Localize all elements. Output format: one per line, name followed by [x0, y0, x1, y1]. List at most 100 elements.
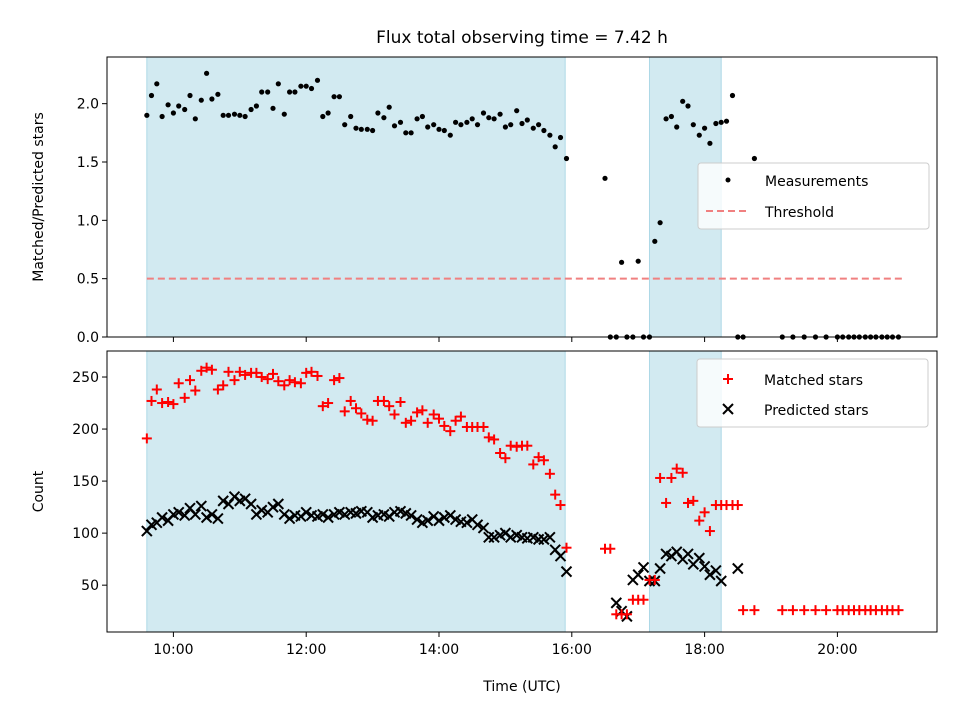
- measurement-point: [685, 103, 691, 109]
- matched-star-point: [284, 375, 295, 386]
- matched-star-point: [218, 380, 229, 391]
- legend-label-matched: Matched stars: [764, 373, 863, 389]
- measurement-point: [314, 77, 321, 83]
- measurement-point: [464, 119, 470, 125]
- matched-star-point: [185, 375, 195, 386]
- measurement-point: [480, 110, 487, 116]
- matched-star-point: [412, 407, 423, 418]
- measurement-point: [674, 124, 680, 130]
- predicted-star-point: [411, 513, 423, 526]
- matched-star-point: [229, 375, 240, 386]
- shaded-interval-1: [146, 56, 566, 338]
- measurement-point: [657, 220, 663, 226]
- matched-star-point: [268, 368, 278, 379]
- matched-star-point: [301, 367, 312, 378]
- matched-star-point: [677, 467, 688, 478]
- measurement-point: [619, 259, 625, 265]
- measurement-point: [408, 130, 414, 136]
- measurement-point: [192, 116, 198, 122]
- matched-star-point: [683, 497, 693, 508]
- measurement-point: [259, 89, 265, 95]
- measurement-point: [458, 122, 464, 128]
- measurement-point: [702, 125, 708, 131]
- measurement-point: [220, 112, 226, 118]
- matched-star-point: [295, 378, 306, 389]
- predicted-star-point: [710, 564, 722, 577]
- measurement-point: [353, 125, 359, 131]
- matched-star-point: [704, 526, 715, 537]
- x-tick-label: 20:00: [817, 642, 857, 658]
- matched-star-point: [173, 378, 184, 389]
- matched-star-point: [638, 594, 649, 605]
- measurement-point: [237, 112, 243, 118]
- predicted-star-point: [267, 501, 279, 513]
- predicted-star-point: [698, 560, 711, 573]
- matched-star-point: [661, 497, 672, 508]
- shaded-interval-1: [146, 350, 566, 633]
- measurement-point: [348, 113, 354, 120]
- legend-label-threshold: Threshold: [764, 205, 834, 221]
- measurement-point: [397, 119, 404, 125]
- predicted-star-point: [300, 506, 312, 519]
- measurement-point: [336, 94, 342, 100]
- matched-stars-series: [141, 362, 904, 620]
- measurement-point: [547, 132, 553, 138]
- top-x-ticks: [172, 337, 838, 342]
- predicted-star-point: [200, 511, 213, 524]
- measurement-point: [386, 104, 392, 110]
- measurement-point: [148, 92, 155, 99]
- measurement-point: [652, 238, 658, 244]
- top-shaded-intervals: [146, 56, 722, 338]
- matched-star-point: [201, 362, 212, 373]
- measurement-point: [541, 127, 547, 134]
- matched-star-point: [351, 403, 361, 414]
- bottom-shaded-intervals: [146, 350, 722, 633]
- measurement-point: [557, 134, 564, 141]
- predicted-stars-series: [141, 490, 744, 623]
- y-tick-label: 0.0: [77, 330, 99, 346]
- predicted-star-point: [173, 506, 185, 519]
- measurement-point: [187, 92, 193, 99]
- y-tick-label: 100: [72, 526, 99, 542]
- measurement-point: [215, 91, 221, 97]
- matched-star-point: [389, 409, 400, 420]
- matched-star-point: [483, 432, 494, 443]
- matched-star-point: [289, 377, 300, 388]
- predicted-star-point: [654, 562, 666, 575]
- measurement-point: [209, 96, 215, 102]
- top-y-axis-label: Matched/Predicted stars: [31, 112, 47, 282]
- measurement-point: [144, 112, 150, 118]
- y-tick-label: 200: [72, 422, 99, 438]
- measurement-point: [403, 130, 409, 136]
- matched-star-point: [240, 369, 251, 380]
- measurement-point: [248, 106, 254, 113]
- measurement-point: [342, 122, 348, 128]
- predicted-star-point: [544, 531, 556, 543]
- matched-star-point: [649, 574, 660, 585]
- matched-star-point: [146, 395, 157, 406]
- x-axis: 10:00 12:00 14:00 16:00 18:00 20:00: [153, 632, 858, 658]
- matched-star-point: [511, 441, 522, 452]
- y-tick-label: 250: [72, 370, 99, 386]
- matched-star-point: [445, 426, 456, 437]
- matched-star-point: [256, 372, 267, 383]
- y-tick-label: 2.0: [77, 97, 99, 113]
- matched-star-point: [538, 455, 549, 466]
- matched-star-point: [151, 384, 162, 395]
- matched-star-point: [356, 408, 367, 419]
- chart-title: Flux total observing time = 7.42 h: [376, 28, 668, 48]
- measurement-point: [431, 122, 437, 128]
- bottom-y-axis: 50 100 150 200 250: [72, 370, 107, 594]
- matched-star-point: [666, 472, 677, 483]
- matched-star-point: [273, 376, 284, 387]
- matched-star-point: [893, 605, 904, 616]
- matched-star-point: [329, 375, 340, 386]
- measurement-point: [391, 123, 398, 129]
- matched-star-point: [345, 395, 356, 406]
- matched-star-point: [279, 380, 290, 391]
- measurement-point: [242, 113, 248, 120]
- x-tick-label: 12:00: [286, 642, 326, 658]
- measurement-point: [713, 120, 719, 127]
- measurement-point: [663, 116, 669, 122]
- matched-star-point: [777, 605, 788, 616]
